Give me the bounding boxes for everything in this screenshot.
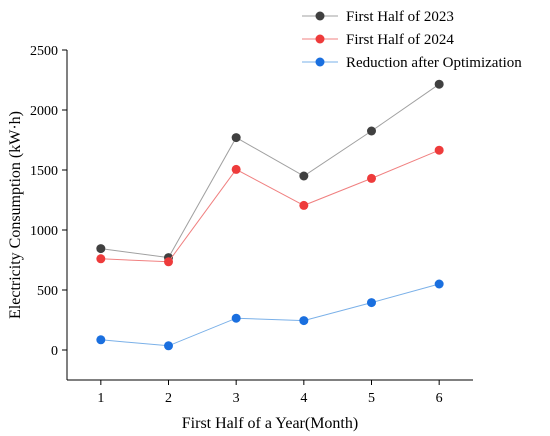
data-point <box>231 313 241 323</box>
data-point <box>231 133 241 143</box>
data-point <box>299 200 309 210</box>
y-tick-label: 500 <box>37 284 58 299</box>
legend-marker <box>315 34 325 44</box>
series-line <box>100 149 440 263</box>
legend-label: Reduction after Optimization <box>346 55 522 71</box>
series-3 <box>96 279 444 351</box>
data-point <box>164 257 173 267</box>
data-point <box>96 335 106 345</box>
series-line <box>100 83 440 259</box>
data-point <box>299 316 309 326</box>
y-tick-label: 1000 <box>30 224 58 239</box>
y-tick-label: 2000 <box>30 104 58 119</box>
legend-item: Reduction after Optimization <box>302 55 522 71</box>
data-point <box>434 279 444 289</box>
legend-marker <box>315 11 325 21</box>
data-point <box>367 298 376 308</box>
x-tick-label: 2 <box>165 391 172 406</box>
data-point <box>367 173 376 183</box>
data-point <box>96 254 106 264</box>
data-point <box>96 244 106 254</box>
data-point <box>231 164 241 174</box>
series-layer <box>96 79 444 351</box>
x-axis-title: First Half of a Year(Month) <box>182 415 358 432</box>
x-tick-label: 5 <box>368 391 375 406</box>
ticks: 1 2 3 4 5 6 0 500 1000 1500 2000 2500 <box>30 44 443 406</box>
series-2 <box>96 145 444 267</box>
y-tick-label: 0 <box>51 344 58 359</box>
series-line <box>100 283 440 347</box>
x-tick-label: 6 <box>436 391 443 406</box>
legend-label: First Half of 2023 <box>346 9 454 25</box>
axes <box>66 50 473 381</box>
legend-label: First Half of 2024 <box>346 32 454 48</box>
legend-marker <box>315 57 325 67</box>
series-1 <box>96 79 444 263</box>
legend-item: First Half of 2023 <box>302 9 454 25</box>
y-tick-label: 2500 <box>30 44 58 59</box>
y-axis-title: Electricity Consumption (kW·h) <box>7 111 24 319</box>
data-point <box>434 145 444 155</box>
data-point <box>367 126 376 136</box>
x-tick-label: 1 <box>97 391 104 406</box>
data-point <box>434 79 444 89</box>
x-tick-label: 4 <box>300 391 307 406</box>
x-tick-label: 3 <box>233 391 240 406</box>
data-point <box>299 171 309 181</box>
legend-item: First Half of 2024 <box>302 32 454 48</box>
data-point <box>164 341 173 351</box>
legend: First Half of 2023 First Half of 2024 Redu… <box>302 9 522 71</box>
y-tick-label: 1500 <box>30 164 58 179</box>
